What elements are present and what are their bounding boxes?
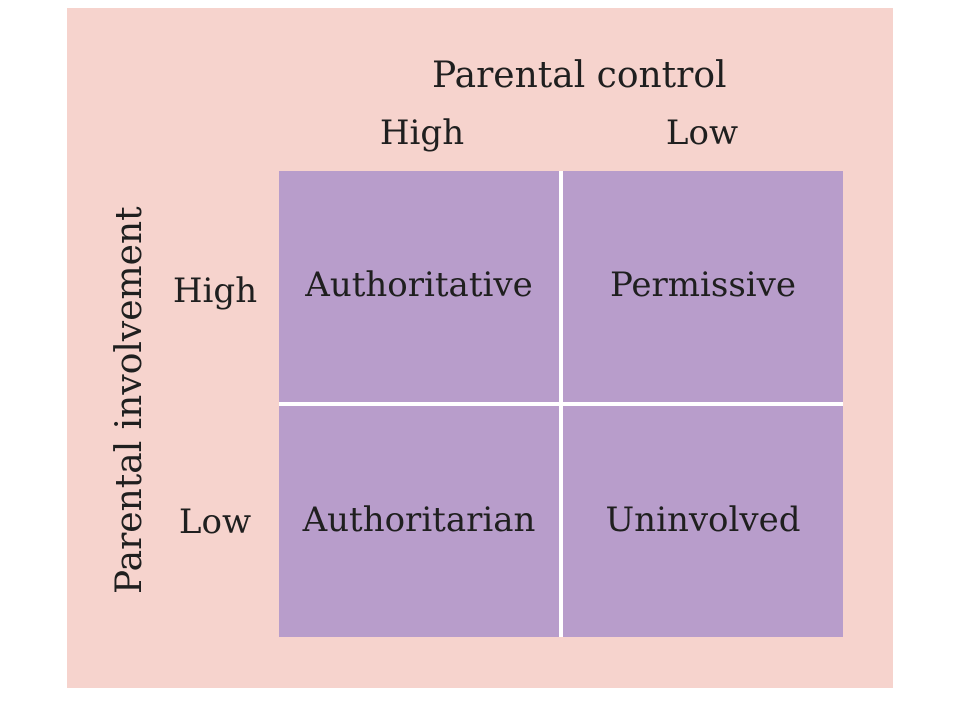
cell-authoritative-label: Authoritative [305,264,533,305]
parental-involvement-axis-title: Parental involvement [109,206,150,594]
row-high-label: High [172,271,258,311]
cell-authoritarian: Authoritarian [279,406,559,637]
cell-uninvolved: Uninvolved [563,406,843,637]
row-low-label: Low [178,502,252,542]
parenting-styles-grid: Authoritative Permissive Authoritarian U… [279,171,843,637]
cell-permissive: Permissive [563,171,843,402]
cell-authoritative: Authoritative [279,171,559,402]
column-low-label: Low [665,113,739,153]
cell-permissive-label: Permissive [610,264,796,305]
cell-authoritarian-label: Authoritarian [302,499,536,540]
column-high-label: High [379,113,465,153]
diagram-panel: Parental control High Low Parental invol… [67,8,893,688]
cell-uninvolved-label: Uninvolved [605,499,801,540]
parental-control-axis-title: Parental control [432,55,727,96]
